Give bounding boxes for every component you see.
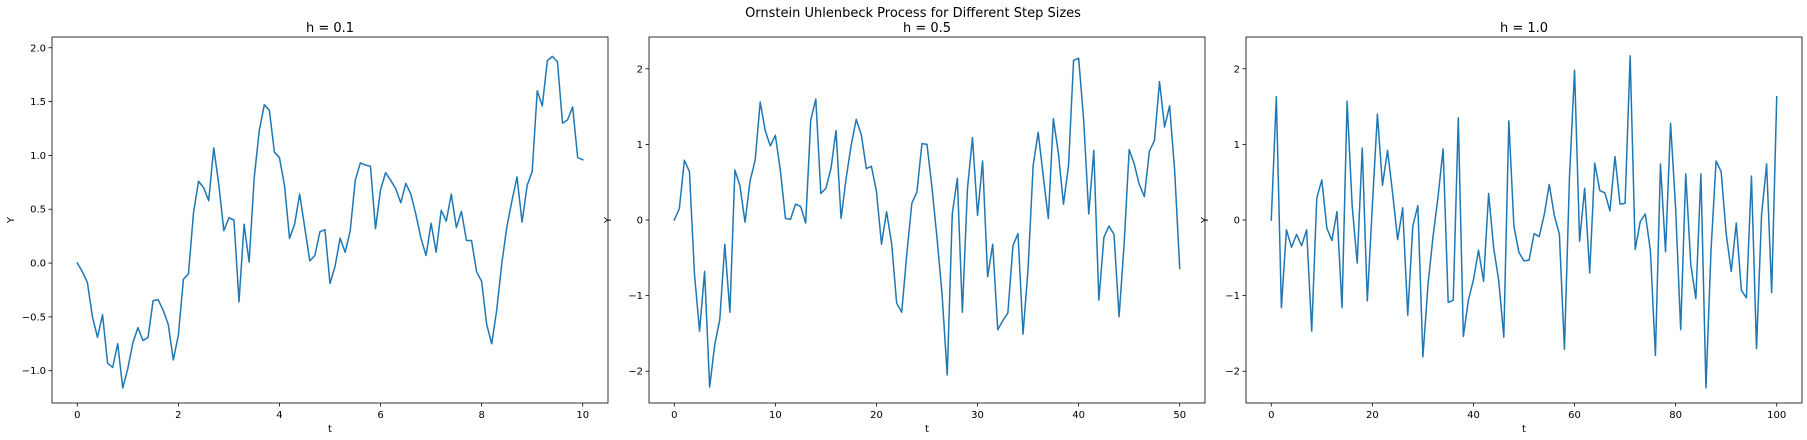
x-axis-label: t [925, 424, 929, 435]
y-tick-label: −2 [628, 367, 643, 378]
x-axis-label: t [1522, 424, 1526, 435]
x-tick-label: 10 [576, 410, 589, 421]
axes-frame [648, 36, 1206, 404]
series-line [673, 57, 1181, 388]
panel-title: h = 1.0 [1500, 21, 1548, 36]
x-tick-label: 40 [1072, 410, 1085, 421]
figure-suptitle: Ornstein Uhlenbeck Process for Different… [745, 6, 1081, 21]
y-tick-label: −0.5 [22, 312, 46, 323]
x-tick-label: 0 [74, 410, 80, 421]
y-tick-label: 0.0 [30, 259, 46, 270]
panel-title: h = 0.5 [903, 21, 951, 36]
y-tick-label: 1.0 [30, 151, 46, 162]
chart-panel-1: h = 0.1 0 2 4 6 8 10 −1.0 −0.5 0.0 0.5 1.0 1.5 2.0 t Y [6, 21, 609, 435]
x-axis-label: t [328, 424, 332, 435]
y-axis-label: Y [603, 216, 614, 224]
x-tick-label: 6 [377, 410, 383, 421]
x-tick-label: 4 [276, 410, 282, 421]
y-tick-label: 1.5 [30, 97, 46, 108]
chart-panel-3: h = 1.0 0 20 40 60 80 100 −2 −1 0 1 2 t Y [1200, 21, 1803, 435]
x-tick-label: 10 [769, 410, 782, 421]
series-line [76, 55, 584, 389]
y-tick-label: −1 [1225, 291, 1240, 302]
y-tick-label: 2 [1234, 64, 1240, 75]
y-tick-label: −2 [1225, 367, 1240, 378]
series-line [1270, 55, 1778, 389]
y-tick-label: 2 [637, 64, 643, 75]
x-tick-label: 0 [1268, 410, 1274, 421]
x-tick-label: 8 [478, 410, 484, 421]
y-tick-label: −1.0 [22, 366, 46, 377]
x-tick-label: 80 [1669, 410, 1682, 421]
x-tick-label: 40 [1467, 410, 1480, 421]
y-tick-label: 0 [637, 216, 643, 227]
x-tick-label: 20 [1366, 410, 1379, 421]
y-tick-label: 2.0 [30, 43, 46, 54]
x-tick-label: 50 [1173, 410, 1186, 421]
x-tick-label: 30 [971, 410, 984, 421]
axes-frame [51, 36, 609, 404]
y-axis-label: Y [1200, 216, 1211, 224]
x-tick-label: 0 [671, 410, 677, 421]
y-tick-label: 1 [1234, 140, 1240, 151]
y-tick-label: 0 [1234, 216, 1240, 227]
chart-panel-2: h = 0.5 0 10 20 30 40 50 −2 −1 0 1 2 t Y [603, 21, 1206, 435]
y-tick-label: −1 [628, 291, 643, 302]
y-tick-label: 1 [637, 140, 643, 151]
x-tick-label: 60 [1568, 410, 1581, 421]
x-tick-label: 2 [175, 410, 181, 421]
y-tick-label: 0.5 [30, 205, 46, 216]
axes-frame [1245, 36, 1803, 404]
x-tick-label: 20 [870, 410, 883, 421]
y-axis-label: Y [6, 216, 17, 224]
panel-title: h = 0.1 [306, 21, 354, 36]
x-tick-label: 100 [1767, 410, 1786, 421]
